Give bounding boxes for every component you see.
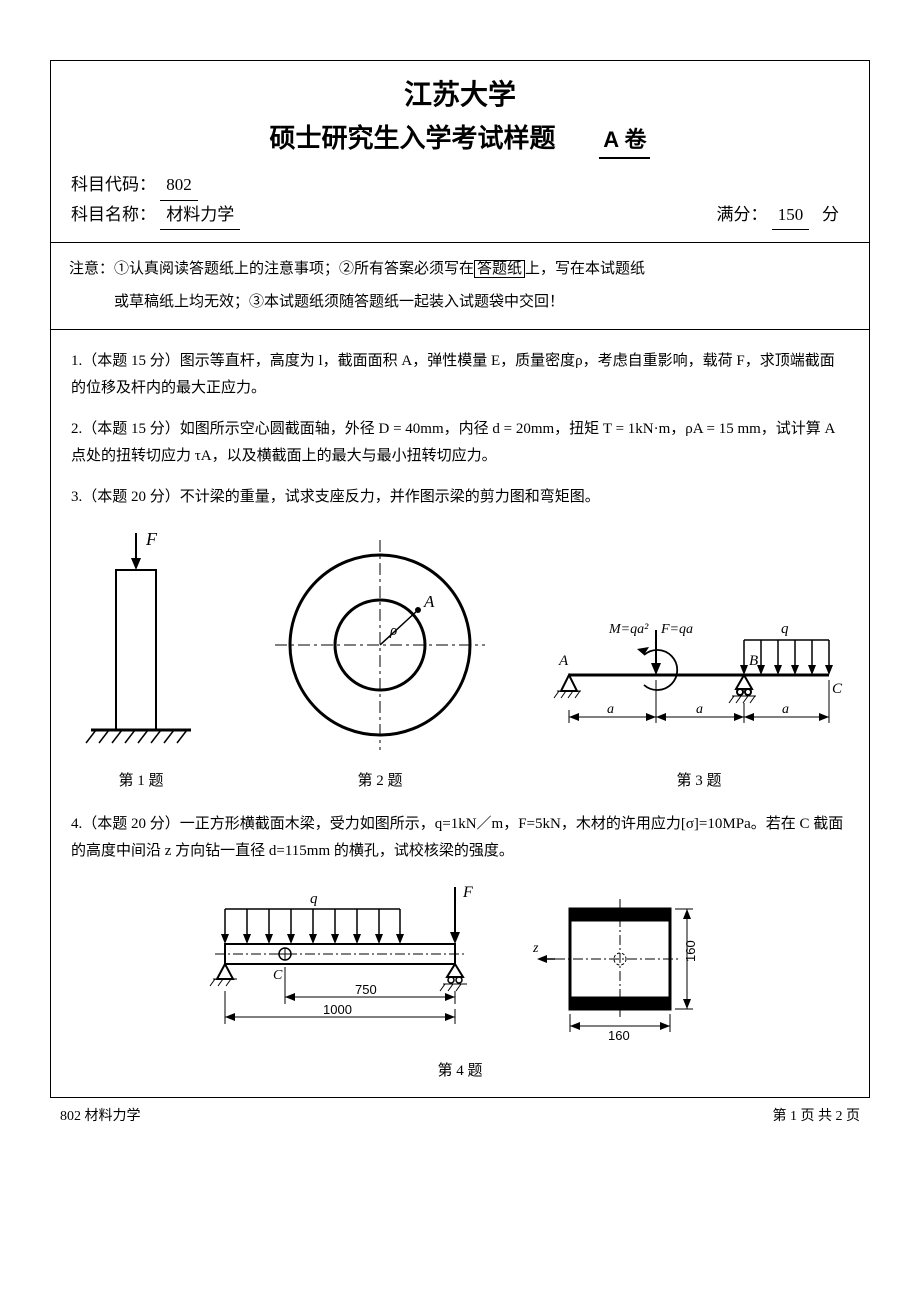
page-frame: 江苏大学 硕士研究生入学考试样题 A 卷 科目代码： 802 科目名称： 材料力… [50,60,870,1098]
footer-right: 第 1 页 共 2 页 [773,1106,861,1128]
fig3-a3: a [782,702,789,717]
fig4-z: z [532,941,539,956]
header: 江苏大学 硕士研究生入学考试样题 A 卷 [51,61,869,167]
fig4-caption: 第 4 题 [71,1059,849,1083]
fig3-Fqa: F=qa [660,622,693,637]
fig2-A-label: A [423,592,435,611]
body: 1.（本题 15 分）图示等直杆，高度为 l，截面面积 A，弹性模量 E，质量密… [51,330,869,1097]
fig4-750: 750 [355,982,377,997]
fig3-A: A [558,653,569,669]
figure-3: M=qa² F=qa q A B C a a a 第 3 题 [549,595,849,793]
name-value: 材料力学 [160,201,240,230]
name-label: 科目名称： [71,205,156,224]
fig3-a1: a [607,702,614,717]
fig3-a2: a [696,702,703,717]
fig4-right-svg: z 160 160 [525,884,725,1044]
full-value: 150 [772,201,810,230]
fig1-svg: F [71,525,211,755]
fig3-C: C [832,681,843,697]
info-left: 科目代码： 802 科目名称： 材料力学 [71,171,240,229]
fig2-rho-label: ρ [389,623,397,639]
fig1-caption: 第 1 题 [71,769,211,793]
fig4-C: C [273,968,283,983]
figure-2: A ρ 第 2 题 [270,535,490,793]
question-4: 4.（本题 20 分）一正方形横截面木梁，受力如图所示，q=1kN／m，F=5k… [71,811,849,865]
notice-boxed: 答题纸 [474,260,525,278]
notice: 注意：①认真阅读答题纸上的注意事项；②所有答案必须写在答题纸上，写在本试题纸 或… [51,242,869,330]
fig3-B: B [749,653,758,669]
code-value: 802 [160,171,198,200]
figure-4-row: q F C 750 1000 [71,879,849,1049]
footer-left: 802 材料力学 [60,1106,141,1128]
fig4-1000: 1000 [323,1002,352,1017]
fig2-caption: 第 2 题 [270,769,490,793]
fig4-F: F [462,884,473,901]
exam-type: A 卷 [599,122,650,159]
footer: 802 材料力学 第 1 页 共 2 页 [50,1098,870,1128]
question-2: 2.（本题 15 分）如图所示空心圆截面轴，外径 D = 40mm，内径 d =… [71,416,849,470]
figures-row-1: F 第 1 题 [71,525,849,793]
fig3-caption: 第 3 题 [549,769,849,793]
fig3-svg: M=qa² F=qa q A B C a a a [549,595,849,755]
code-label: 科目代码： [71,175,156,194]
question-1: 1.（本题 15 分）图示等直杆，高度为 l，截面面积 A，弹性模量 E，质量密… [71,348,849,402]
full-label: 满分： [717,205,768,224]
notice-1: ①认真阅读答题纸上的注意事项；②所有答案必须写在 [114,261,474,277]
info-right: 满分： 150 分 [717,201,840,230]
fig4-160h: 160 [683,940,698,962]
fig3-q: q [781,621,789,637]
fig4-160w: 160 [608,1028,630,1043]
university-name: 江苏大学 [71,73,849,118]
info-row: 科目代码： 802 科目名称： 材料力学 满分： 150 分 [51,167,869,241]
fig1-F-label: F [145,529,158,549]
question-3: 3.（本题 20 分）不计梁的重量，试求支座反力，并作图示梁的剪力图和弯矩图。 [71,484,849,511]
notice-1b: 上，写在本试题纸 [525,261,645,277]
fig4-q: q [310,891,318,907]
fig3-M: M=qa² [608,622,649,637]
fig4-left-svg: q F C 750 1000 [195,879,495,1049]
full-unit: 分 [822,205,839,224]
exam-title: 硕士研究生入学考试样题 [270,118,556,160]
figure-1: F 第 1 题 [71,525,211,793]
fig2-svg: A ρ [270,535,490,755]
notice-prefix: 注意： [69,261,114,277]
title-row: 硕士研究生入学考试样题 A 卷 [71,118,849,160]
notice-2: 或草稿纸上均无效；③本试题纸须随答题纸一起装入试题袋中交回！ [114,294,564,310]
